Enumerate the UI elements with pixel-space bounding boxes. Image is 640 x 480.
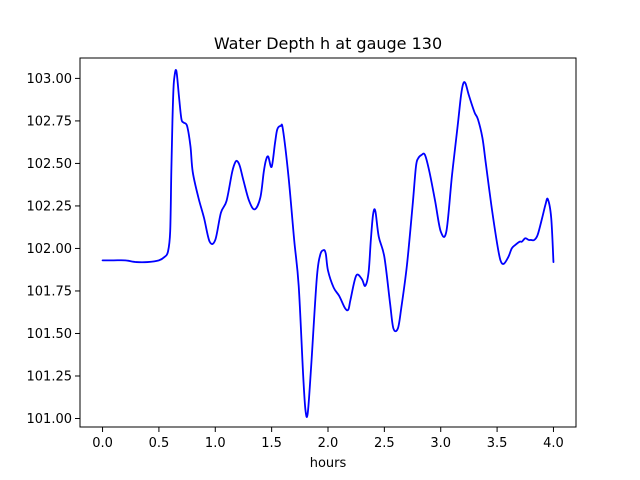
x-tick-label: 2.5 <box>374 436 395 451</box>
x-tick-label: 3.0 <box>430 436 451 451</box>
y-tick-label: 102.00 <box>27 242 73 257</box>
chart-title: Water Depth h at gauge 130 <box>214 34 442 53</box>
y-tick-label: 103.00 <box>27 72 73 87</box>
x-tick-label: 0.0 <box>92 436 113 451</box>
y-tick-label: 102.50 <box>27 157 73 172</box>
y-tick-label: 101.00 <box>27 412 73 427</box>
x-tick-label: 4.0 <box>543 436 564 451</box>
x-tick-label: 1.0 <box>205 436 226 451</box>
x-tick-label: 3.5 <box>487 436 508 451</box>
y-tick-label: 101.25 <box>27 369 73 384</box>
water-depth-series-line <box>101 69 555 418</box>
y-tick-label: 101.50 <box>27 327 73 342</box>
plot-area <box>101 69 555 418</box>
y-tick-label: 101.75 <box>27 284 73 299</box>
y-axis: 101.00 101.25 101.50 101.75 102.00 102.25 102.… <box>27 72 80 427</box>
y-tick-label: 102.75 <box>27 114 73 129</box>
x-tick-label: 0.5 <box>149 436 170 451</box>
x-tick-label: 2.0 <box>318 436 339 451</box>
x-tick-label: 1.5 <box>261 436 282 451</box>
x-axis: 0.0 0.5 1.0 1.5 2.0 2.5 3.0 3.5 4.0 <box>92 427 564 451</box>
y-tick-label: 102.25 <box>27 199 73 214</box>
x-axis-label: hours <box>310 456 347 471</box>
